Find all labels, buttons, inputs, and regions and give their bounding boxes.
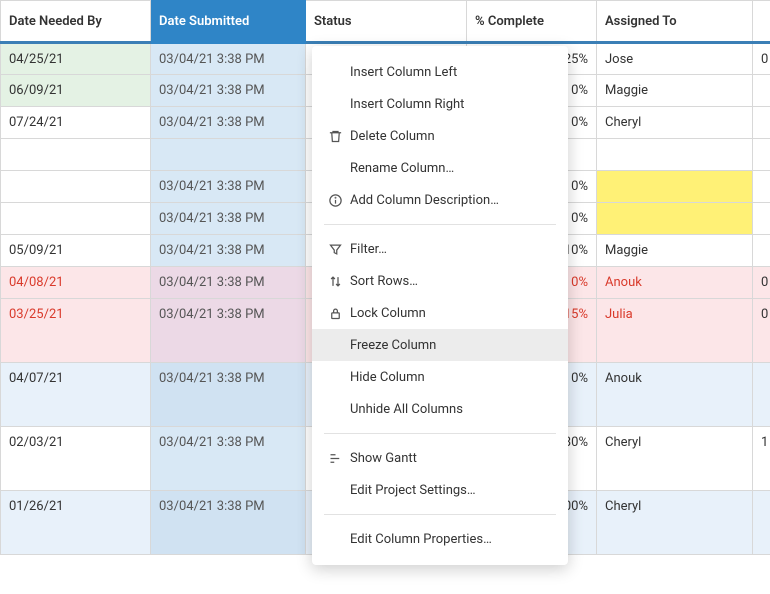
menu-add-column-description[interactable]: Add Column Description… <box>312 184 568 216</box>
cell-date-needed[interactable]: 01/26/21 <box>1 491 151 555</box>
cell-assigned[interactable]: Maggie <box>597 75 753 107</box>
menu-unhide-all-columns[interactable]: Unhide All Columns <box>312 393 568 425</box>
menu-label: Lock Column <box>350 306 552 321</box>
cell-date-needed[interactable]: 03/25/21 <box>1 299 151 363</box>
cell-tail[interactable] <box>753 139 770 171</box>
cell-assigned[interactable]: Maggie <box>597 235 753 267</box>
col-header-date-submitted[interactable]: Date Submitted <box>151 1 306 43</box>
cell-date-submitted[interactable]: 03/04/21 3:38 PM <box>151 43 306 75</box>
menu-label: Sort Rows… <box>350 274 552 289</box>
menu-label: Insert Column Right <box>350 97 552 112</box>
menu-edit-column-properties[interactable]: Edit Column Properties… <box>312 523 568 555</box>
cell-assigned[interactable]: Anouk <box>597 267 753 299</box>
cell-date-needed[interactable]: 05/09/21 <box>1 235 151 267</box>
menu-label: Add Column Description… <box>350 193 552 208</box>
header-row: Date Needed By Date Submitted Status % C… <box>1 1 770 43</box>
cell-tail[interactable]: 0 <box>753 43 770 75</box>
menu-label: Unhide All Columns <box>350 402 552 417</box>
cell-date-submitted[interactable]: 03/04/21 3:38 PM <box>151 235 306 267</box>
menu-label: Hide Column <box>350 370 552 385</box>
cell-tail[interactable] <box>753 75 770 107</box>
menu-insert-column-left[interactable]: Insert Column Left <box>312 56 568 88</box>
filter-icon <box>328 242 350 257</box>
cell-assigned[interactable]: Anouk <box>597 363 753 427</box>
cell-tail[interactable] <box>753 491 770 555</box>
cell-date-submitted[interactable]: 03/04/21 3:38 PM <box>151 267 306 299</box>
cell-tail[interactable] <box>753 107 770 139</box>
menu-label: Delete Column <box>350 129 552 144</box>
menu-divider <box>324 433 556 434</box>
cell-date-needed[interactable] <box>1 171 151 203</box>
col-header-status[interactable]: Status <box>306 1 467 43</box>
cell-assigned[interactable] <box>597 139 753 171</box>
menu-label: Insert Column Left <box>350 65 552 80</box>
cell-date-submitted[interactable]: 03/04/21 3:38 PM <box>151 171 306 203</box>
cell-tail[interactable]: 0 <box>753 267 770 299</box>
col-header-date-needed[interactable]: Date Needed By <box>1 1 151 43</box>
col-header-complete[interactable]: % Complete <box>467 1 597 43</box>
menu-show-gantt[interactable]: Show Gantt <box>312 442 568 474</box>
column-context-menu: Insert Column Left Insert Column Right D… <box>312 46 568 565</box>
cell-assigned[interactable]: Cheryl <box>597 491 753 555</box>
cell-assigned[interactable] <box>597 203 753 235</box>
sort-icon <box>328 274 350 289</box>
cell-date-submitted[interactable]: 03/04/21 3:38 PM <box>151 363 306 427</box>
cell-tail[interactable] <box>753 203 770 235</box>
cell-date-submitted[interactable] <box>151 139 306 171</box>
cell-tail[interactable]: 0 <box>753 299 770 363</box>
col-header-tail[interactable] <box>753 1 770 43</box>
menu-hide-column[interactable]: Hide Column <box>312 361 568 393</box>
trash-icon <box>328 129 350 144</box>
cell-tail[interactable]: 1 <box>753 427 770 491</box>
cell-date-needed[interactable] <box>1 203 151 235</box>
menu-freeze-column[interactable]: Freeze Column <box>312 329 568 361</box>
cell-date-submitted[interactable]: 03/04/21 3:38 PM <box>151 75 306 107</box>
menu-label: Edit Project Settings… <box>350 483 552 498</box>
cell-date-submitted[interactable]: 03/04/21 3:38 PM <box>151 299 306 363</box>
cell-assigned[interactable]: Cheryl <box>597 107 753 139</box>
cell-date-submitted[interactable]: 03/04/21 3:38 PM <box>151 107 306 139</box>
cell-date-needed[interactable]: 02/03/21 <box>1 427 151 491</box>
menu-label: Rename Column… <box>350 161 552 176</box>
cell-tail[interactable] <box>753 235 770 267</box>
menu-label: Edit Column Properties… <box>350 532 552 547</box>
cell-date-submitted[interactable]: 03/04/21 3:38 PM <box>151 203 306 235</box>
gantt-icon <box>328 451 350 466</box>
lock-icon <box>328 306 350 321</box>
cell-assigned[interactable]: Jose <box>597 43 753 75</box>
menu-lock-column[interactable]: Lock Column <box>312 297 568 329</box>
cell-date-needed[interactable] <box>1 139 151 171</box>
cell-date-needed[interactable]: 04/08/21 <box>1 267 151 299</box>
menu-label: Filter… <box>350 242 552 257</box>
cell-date-needed[interactable]: 04/07/21 <box>1 363 151 427</box>
cell-date-submitted[interactable]: 03/04/21 3:38 PM <box>151 427 306 491</box>
cell-assigned[interactable] <box>597 171 753 203</box>
menu-insert-column-right[interactable]: Insert Column Right <box>312 88 568 120</box>
cell-assigned[interactable]: Cheryl <box>597 427 753 491</box>
menu-rename-column[interactable]: Rename Column… <box>312 152 568 184</box>
menu-divider <box>324 224 556 225</box>
cell-tail[interactable] <box>753 363 770 427</box>
cell-date-submitted[interactable]: 03/04/21 3:38 PM <box>151 491 306 555</box>
menu-edit-project-settings[interactable]: Edit Project Settings… <box>312 474 568 506</box>
info-icon <box>328 193 350 208</box>
menu-filter[interactable]: Filter… <box>312 233 568 265</box>
menu-divider <box>324 514 556 515</box>
cell-date-needed[interactable]: 07/24/21 <box>1 107 151 139</box>
cell-assigned[interactable]: Julia <box>597 299 753 363</box>
menu-sort-rows[interactable]: Sort Rows… <box>312 265 568 297</box>
cell-date-needed[interactable]: 04/25/21 <box>1 43 151 75</box>
menu-label: Freeze Column <box>350 338 552 353</box>
cell-date-needed[interactable]: 06/09/21 <box>1 75 151 107</box>
col-header-assigned[interactable]: Assigned To <box>597 1 753 43</box>
menu-delete-column[interactable]: Delete Column <box>312 120 568 152</box>
cell-tail[interactable] <box>753 171 770 203</box>
menu-label: Show Gantt <box>350 451 552 466</box>
